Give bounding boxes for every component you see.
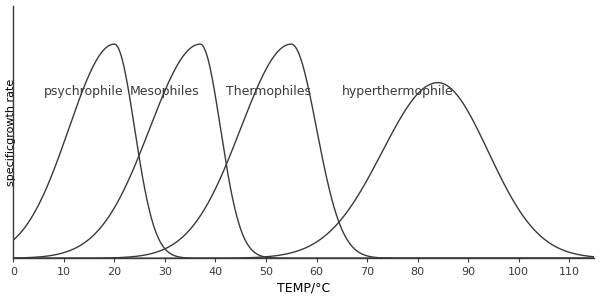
Text: Mesophiles: Mesophiles [130, 85, 199, 98]
Text: Thermophiles: Thermophiles [226, 85, 311, 98]
Y-axis label: specificgrowth rate: specificgrowth rate [5, 78, 16, 185]
Text: psychrophile: psychrophile [44, 85, 123, 98]
X-axis label: TEMP/°C: TEMP/°C [277, 281, 331, 294]
Text: hyperthermophile: hyperthermophile [342, 85, 454, 98]
